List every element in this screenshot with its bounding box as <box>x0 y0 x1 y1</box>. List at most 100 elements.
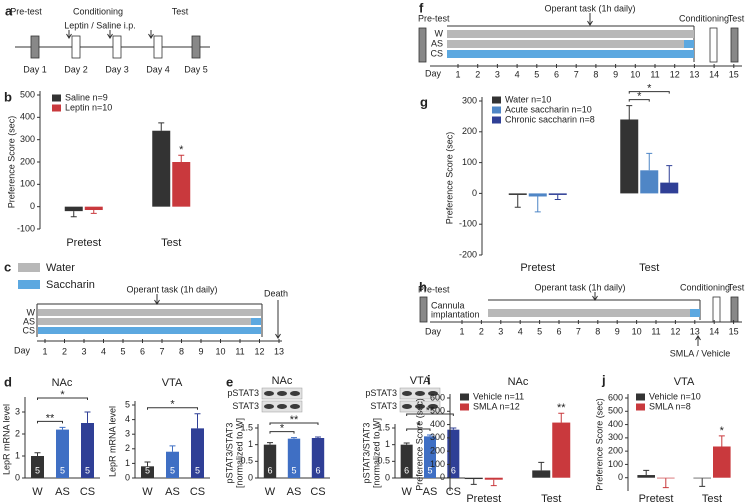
label: Conditioning <box>680 282 730 292</box>
bar-as-end <box>251 318 261 325</box>
day-label: 9 <box>198 346 203 356</box>
x-tick-label: Pretest <box>639 493 674 504</box>
day-label: 13 <box>274 346 284 356</box>
label: Operant task (1h daily) <box>126 284 217 294</box>
label: Pre-test <box>418 284 450 294</box>
y-tick-label: -200 <box>459 249 477 259</box>
arrow-head <box>107 33 113 39</box>
day-label: Day 3 <box>105 64 129 74</box>
day-label: Day 5 <box>184 64 208 74</box>
day-label: 8 <box>179 346 184 356</box>
day-label: 5 <box>537 326 542 336</box>
x-tick-label: AS <box>423 486 438 498</box>
bar <box>191 428 204 478</box>
y-axis-label: LepR mRNA level <box>1 404 11 475</box>
box <box>712 296 721 323</box>
error-bar <box>403 442 410 445</box>
legend-swatch <box>52 94 61 102</box>
legend-label: SMLA n=8 <box>649 401 691 411</box>
bar <box>640 170 659 194</box>
y-tick-label: 3 <box>15 406 20 416</box>
day-label: 4 <box>515 69 520 79</box>
box <box>191 35 201 59</box>
y-tick-label: -100 <box>459 219 477 229</box>
day-label: 4 <box>518 326 523 336</box>
legend-label: Leptin n=10 <box>65 102 112 112</box>
legend-label: Water n=10 <box>505 94 551 104</box>
y-tick-label: 200 <box>430 446 445 456</box>
bar-operant-end <box>690 309 700 317</box>
y-axis-label: pSTAT3/STAT3 <box>224 423 234 484</box>
bar <box>64 206 83 212</box>
bar <box>508 193 527 195</box>
y-tick-label: 0 <box>248 472 253 482</box>
blot-band <box>290 404 300 409</box>
y-tick-label: 300 <box>462 95 477 105</box>
chart-title: NAc <box>272 375 293 387</box>
y-axis-label: Preference Score (sec) <box>6 116 16 209</box>
bar <box>287 438 301 478</box>
blot-band <box>277 404 287 409</box>
panel-letter: f <box>419 0 424 15</box>
significance-label: ** <box>290 414 299 426</box>
y-tick-label: 600 <box>430 392 445 402</box>
y-tick-label: -100 <box>17 223 35 233</box>
blot-band <box>290 391 300 396</box>
blot-band <box>402 404 412 409</box>
y-tick-label: 1 <box>385 439 390 449</box>
y-tick-label: 300 <box>608 432 623 442</box>
y-axis-label: Preference Score (sec) <box>444 132 454 225</box>
significance-bracket <box>147 407 198 410</box>
y-tick-label: 200 <box>20 156 35 166</box>
day-label: 3 <box>498 326 503 336</box>
error-bar <box>699 478 706 487</box>
significance-label: * <box>416 420 421 432</box>
label: Conditioning <box>679 13 729 23</box>
n-label: 5 <box>85 465 90 475</box>
arrow-head <box>275 333 281 339</box>
day-label: 6 <box>554 69 559 79</box>
panel-letter: a <box>5 3 13 18</box>
legend-label: Vehicle n=11 <box>473 391 524 401</box>
error-bar <box>514 194 521 208</box>
bar <box>166 451 179 478</box>
error-bar <box>158 122 165 131</box>
n-label: 5 <box>35 465 40 475</box>
day-label: 2 <box>475 69 480 79</box>
axis-label: Day <box>14 345 31 355</box>
y-axis-label: LepR mRNA level <box>107 406 117 477</box>
box <box>419 296 428 323</box>
y-tick-label: 1 <box>15 450 20 460</box>
bar <box>141 466 154 478</box>
day-label: 7 <box>159 346 164 356</box>
error-bar <box>626 105 633 120</box>
bar <box>552 422 571 478</box>
y-tick-label: 0 <box>472 188 477 198</box>
error-bar <box>427 434 433 437</box>
panel-letter: c <box>4 259 11 274</box>
label: Cannula <box>431 300 465 310</box>
label: Conditioning <box>73 6 123 16</box>
y-tick-label: 1.5 <box>240 422 253 432</box>
y-tick-label: 500 <box>430 406 445 416</box>
panel-letter: i <box>427 372 431 387</box>
row-label: W <box>435 28 444 38</box>
legend-swatch <box>636 403 645 411</box>
significance-bracket <box>628 91 670 94</box>
x-tick-label: W <box>32 486 43 498</box>
legend-label: Water <box>46 262 75 274</box>
error-bar <box>554 194 561 201</box>
bar <box>84 206 103 211</box>
day-label: 2 <box>479 326 484 336</box>
error-bar <box>34 452 41 456</box>
n-label: 5 <box>60 465 65 475</box>
legend-swatch <box>460 393 469 401</box>
y-tick-label: 100 <box>430 459 445 469</box>
row-label: AS <box>23 316 35 326</box>
label: Pre-test <box>10 6 42 16</box>
panel-letter: g <box>420 94 428 109</box>
significance-bracket <box>269 431 295 434</box>
axis-label: Day <box>425 326 442 336</box>
day-label: 10 <box>215 346 225 356</box>
axis-label: Day <box>425 68 442 78</box>
